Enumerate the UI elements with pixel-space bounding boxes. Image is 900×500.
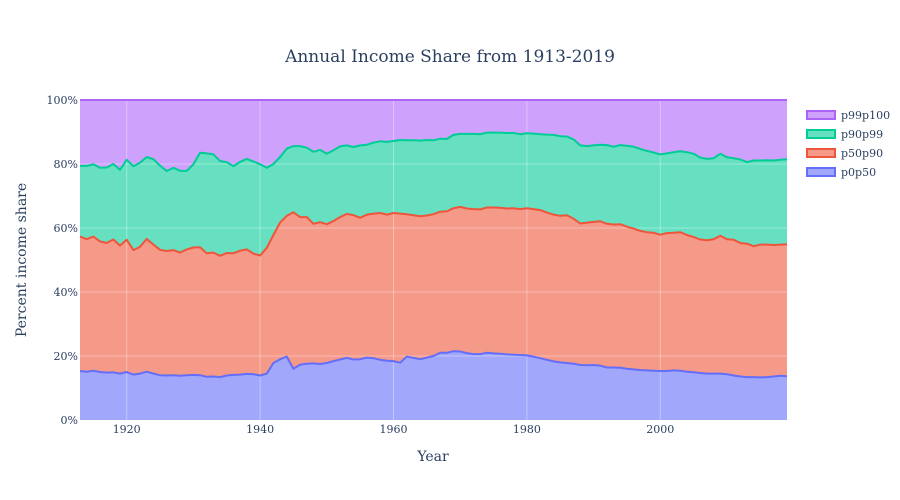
y-tick-label: 100% [47, 94, 78, 107]
line-p0p50 [79, 350, 788, 379]
x-axis-ticks: 1920 1940 1960 1980 2000 [113, 423, 675, 436]
legend-swatch [806, 148, 836, 158]
y-axis-title: Percent income share [14, 183, 30, 337]
x-tick-label: 2000 [646, 423, 674, 436]
legend: p99p100 p90p99 p50p90 p0p50 [806, 109, 890, 179]
y-tick-label: 80% [54, 158, 78, 171]
chart-title: Annual Income Share from 1913-2019 [284, 47, 615, 67]
y-tick-label: 20% [54, 350, 78, 363]
line-p50p90 [79, 205, 788, 257]
area-p50p90 [80, 206, 787, 378]
x-tick-label: 1960 [379, 423, 407, 436]
grid-lines [80, 100, 787, 420]
y-tick-label: 40% [54, 286, 78, 299]
plot-area [80, 100, 787, 420]
legend-label: p50p90 [841, 147, 883, 160]
legend-label: p90p99 [841, 128, 883, 141]
x-tick-label: 1940 [246, 423, 274, 436]
y-tick-label: 0% [61, 414, 78, 427]
legend-item-p50p90[interactable]: p50p90 [806, 147, 883, 160]
legend-swatch [806, 110, 836, 120]
series-lines [79, 99, 788, 379]
legend-label: p0p50 [841, 166, 876, 179]
legend-item-p90p99[interactable]: p90p99 [806, 128, 883, 141]
x-tick-label: 1920 [113, 423, 141, 436]
x-tick-label: 1980 [513, 423, 541, 436]
legend-item-p99p100[interactable]: p99p100 [806, 109, 890, 122]
y-axis-ticks: 0% 20% 40% 60% 80% 100% [47, 94, 78, 427]
legend-swatch [806, 167, 836, 177]
x-axis-title: Year [416, 449, 449, 465]
legend-item-p0p50[interactable]: p0p50 [806, 166, 876, 179]
legend-swatch [806, 129, 836, 139]
line-p90p99 [80, 131, 788, 172]
legend-label: p99p100 [841, 109, 890, 122]
y-tick-label: 60% [54, 222, 78, 235]
area-p99p100 [80, 100, 787, 171]
